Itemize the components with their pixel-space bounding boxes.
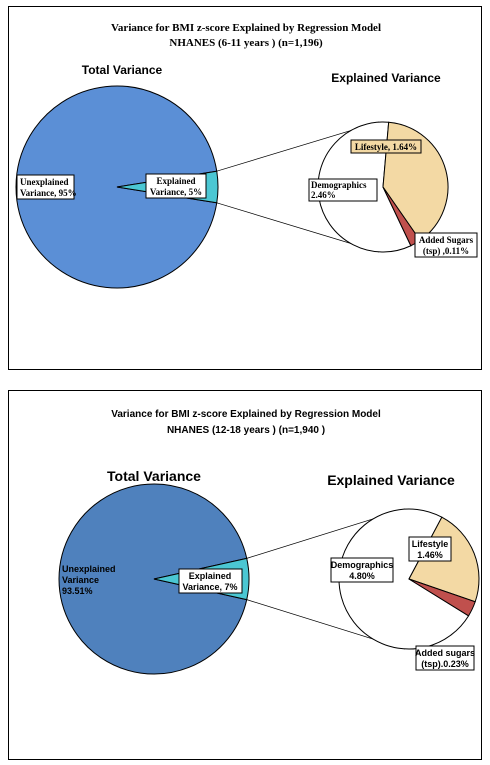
label-demographics-line1: Demographics bbox=[331, 560, 394, 570]
label-added-sugars-line2: (tsp) ,0.11% bbox=[423, 246, 469, 256]
label-demographics-line2: 4.80% bbox=[349, 571, 375, 581]
pie-slice-unexplained bbox=[15, 85, 218, 289]
chart-panel-6-11-years: Variance for BMI z-score Explained by Re… bbox=[8, 6, 482, 370]
label-unexplained-line1: Unexplained bbox=[20, 177, 69, 187]
label-unexplained-line2: Variance, 95% bbox=[20, 188, 77, 198]
total-variance-title: Total Variance bbox=[82, 63, 163, 77]
chart-subtitle: NHANES (12-18 years ) (n=1,940 ) bbox=[167, 425, 325, 436]
pie-slice-unexplained bbox=[58, 483, 248, 675]
label-box-demographics bbox=[330, 557, 394, 583]
label-unexplained-line1: Unexplained bbox=[62, 564, 116, 574]
label-lifestyle: Lifestyle, 1.64% bbox=[355, 142, 417, 152]
label-demographics-line2: 2.46% bbox=[311, 190, 336, 200]
label-box-lifestyle bbox=[408, 536, 452, 562]
label-explained-line2: Variance, 5% bbox=[150, 187, 202, 197]
label-box-added-sugars bbox=[415, 645, 475, 671]
label-explained-line1: Explained bbox=[156, 176, 195, 186]
total-variance-title: Total Variance bbox=[107, 468, 201, 484]
chart-title: Variance for BMI z-score Explained by Re… bbox=[111, 409, 381, 420]
label-box-added-sugars bbox=[414, 232, 478, 258]
chart-1-svg: Variance for BMI z-score Explained by Re… bbox=[15, 22, 478, 289]
label-added-sugars-line2: (tsp).0.23% bbox=[421, 659, 469, 669]
pie-slice-demographics bbox=[338, 508, 470, 650]
label-explained-line2: Variance, 7% bbox=[182, 582, 237, 592]
label-demographics-line1: Demographics bbox=[311, 180, 367, 190]
label-unexplained-line3: 93.51% bbox=[62, 586, 93, 596]
explained-variance-title: Explained Variance bbox=[331, 71, 441, 85]
label-explained-line1: Explained bbox=[189, 571, 232, 581]
explained-variance-title: Explained Variance bbox=[327, 472, 455, 488]
label-box-unexplained bbox=[16, 174, 75, 200]
label-lifestyle-line1: Lifestyle bbox=[412, 539, 449, 549]
label-box-explained bbox=[178, 568, 243, 594]
chart-subtitle: NHANES (6-11 years ) (n=1,196) bbox=[169, 37, 323, 49]
label-added-sugars-line1: Added Sugars bbox=[419, 235, 474, 245]
label-box-explained bbox=[145, 173, 207, 199]
label-unexplained-line2: Variance bbox=[62, 575, 99, 585]
label-box-lifestyle bbox=[350, 139, 422, 154]
label-box-demographics bbox=[308, 178, 378, 202]
chart-title: Variance for BMI z-score Explained by Re… bbox=[111, 22, 381, 34]
chart-2-svg: Variance for BMI z-score Explained by Re… bbox=[58, 409, 480, 675]
label-added-sugars-line1: Added sugars bbox=[415, 648, 475, 658]
pie-slice-added-sugars bbox=[408, 578, 476, 617]
chart-panel-12-18-years: Variance for BMI z-score Explained by Re… bbox=[8, 390, 482, 760]
label-lifestyle-line2: 1.46% bbox=[417, 550, 443, 560]
